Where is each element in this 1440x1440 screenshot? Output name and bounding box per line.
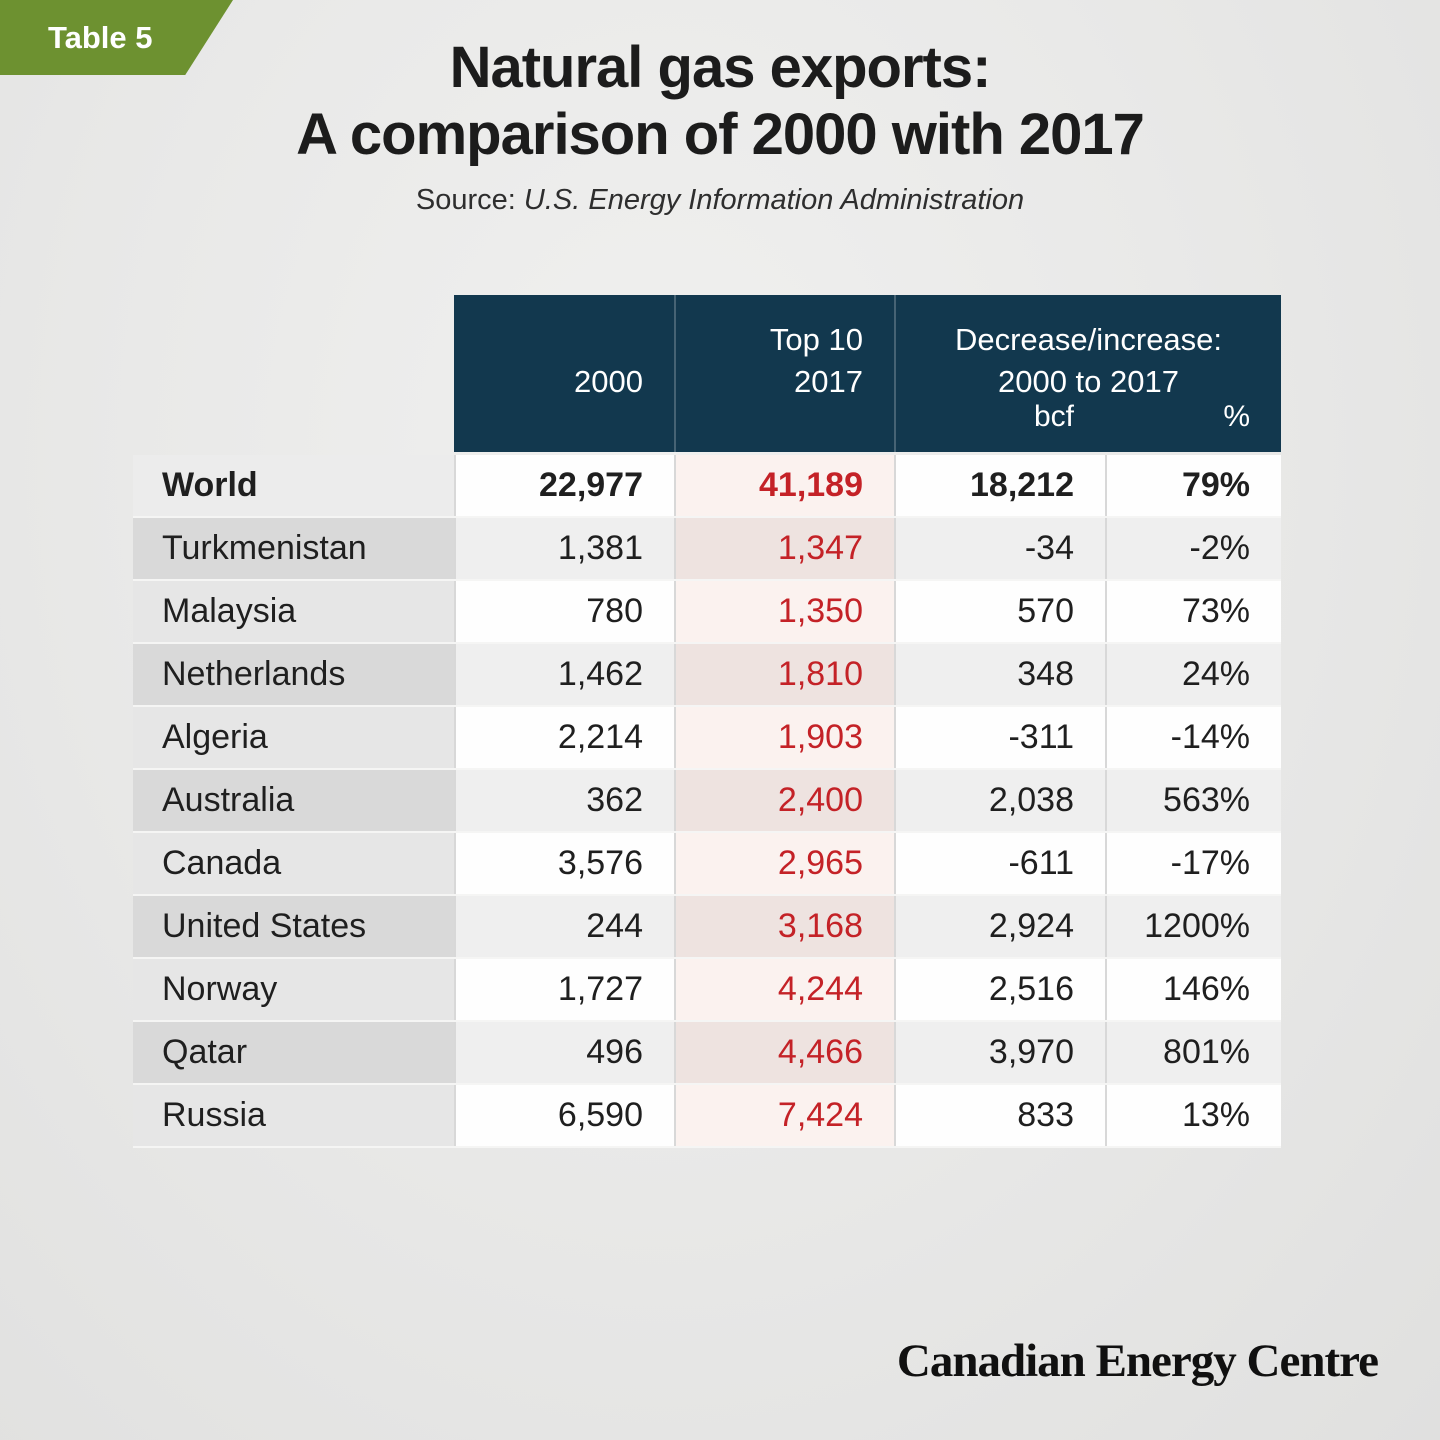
cell-change-bcf: 3,970 xyxy=(894,1022,1105,1083)
header-country-spacer xyxy=(133,295,454,452)
table-row: Australia 362 2,400 2,038 563% xyxy=(133,770,1281,833)
table-number-label: Table 5 xyxy=(48,19,153,55)
cell-change-pct: 801% xyxy=(1105,1022,1281,1083)
cell-2000: 780 xyxy=(454,581,674,642)
table-row: Norway 1,727 4,244 2,516 146% xyxy=(133,959,1281,1022)
table-row: Qatar 496 4,466 3,970 801% xyxy=(133,1022,1281,1085)
cell-2000: 244 xyxy=(454,896,674,957)
table-row: World 22,977 41,189 18,212 79% xyxy=(133,455,1281,518)
cell-2017: 1,810 xyxy=(674,644,894,705)
cell-change-pct: 79% xyxy=(1105,455,1281,516)
cell-change-pct: 73% xyxy=(1105,581,1281,642)
row-country-name: Algeria xyxy=(133,707,454,768)
cell-change-pct: -17% xyxy=(1105,833,1281,894)
row-country-name: World xyxy=(133,455,454,516)
cell-2017: 41,189 xyxy=(674,455,894,516)
cell-change-pct: 146% xyxy=(1105,959,1281,1020)
header-2000: 2000 xyxy=(454,295,674,452)
cell-2000: 1,381 xyxy=(454,518,674,579)
source-name: U.S. Energy Information Administration xyxy=(523,184,1025,216)
table-header-row: 2000 Top 10 2017 Decrease/increase: 2000… xyxy=(133,295,1281,452)
cell-change-pct: 24% xyxy=(1105,644,1281,705)
header-top10-line1: Top 10 xyxy=(769,322,863,357)
cell-2000: 22,977 xyxy=(454,455,674,516)
cell-change-bcf: 2,516 xyxy=(894,959,1105,1020)
table-row: Canada 3,576 2,965 -611 -17% xyxy=(133,833,1281,896)
cell-change-bcf: -34 xyxy=(894,518,1105,579)
cell-2017: 2,400 xyxy=(674,770,894,831)
cell-2000: 496 xyxy=(454,1022,674,1083)
header-top10-line2: 2017 xyxy=(794,364,863,399)
header-decrease-increase: Decrease/increase: 2000 to 2017 bcf % xyxy=(894,295,1281,452)
cell-change-pct: 563% xyxy=(1105,770,1281,831)
cell-2000: 6,590 xyxy=(454,1085,674,1146)
cell-2017: 4,244 xyxy=(674,959,894,1020)
cell-change-bcf: -311 xyxy=(894,707,1105,768)
cell-change-bcf: 2,038 xyxy=(894,770,1105,831)
header-top10-2017: Top 10 2017 xyxy=(674,295,894,452)
cell-change-bcf: -611 xyxy=(894,833,1105,894)
cell-change-bcf: 2,924 xyxy=(894,896,1105,957)
cell-2000: 362 xyxy=(454,770,674,831)
cell-2017: 1,903 xyxy=(674,707,894,768)
cell-2017: 4,466 xyxy=(674,1022,894,1083)
exports-table: 2000 Top 10 2017 Decrease/increase: 2000… xyxy=(133,295,1281,1148)
cell-2017: 7,424 xyxy=(674,1085,894,1146)
table-row: Malaysia 780 1,350 570 73% xyxy=(133,581,1281,644)
cell-change-pct: -14% xyxy=(1105,707,1281,768)
table-row: Turkmenistan 1,381 1,347 -34 -2% xyxy=(133,518,1281,581)
header-bcf-label: bcf xyxy=(1033,400,1074,433)
source-prefix: Source: xyxy=(415,184,516,216)
cell-change-pct: 1200% xyxy=(1105,896,1281,957)
header-subunits: bcf % xyxy=(896,396,1281,438)
row-country-name: United States xyxy=(133,896,454,957)
cell-2017: 1,350 xyxy=(674,581,894,642)
cell-2017: 1,347 xyxy=(674,518,894,579)
cell-change-bcf: 348 xyxy=(894,644,1105,705)
row-country-name: Malaysia xyxy=(133,581,454,642)
cell-2000: 3,576 xyxy=(454,833,674,894)
cell-change-pct: 13% xyxy=(1105,1085,1281,1146)
cell-change-bcf: 570 xyxy=(894,581,1105,642)
cell-2000: 1,727 xyxy=(454,959,674,1020)
row-country-name: Qatar xyxy=(133,1022,454,1083)
cell-2017: 3,168 xyxy=(674,896,894,957)
source-line: Source: U.S. Energy Information Administ… xyxy=(0,184,1440,217)
title-line-2: A comparison of 2000 with 2017 xyxy=(296,102,1145,167)
table-row: Russia 6,590 7,424 833 13% xyxy=(133,1085,1281,1148)
table-row: United States 244 3,168 2,924 1200% xyxy=(133,896,1281,959)
row-country-name: Canada xyxy=(133,833,454,894)
cell-2000: 2,214 xyxy=(454,707,674,768)
title-line-1: Natural gas exports: xyxy=(449,35,992,100)
row-country-name: Netherlands xyxy=(133,644,454,705)
table-number-badge: Table 5 xyxy=(0,0,233,75)
header-change-line1: Decrease/increase: xyxy=(954,322,1223,357)
cell-2017: 2,965 xyxy=(674,833,894,894)
row-country-name: Turkmenistan xyxy=(133,518,454,579)
cell-change-bcf: 18,212 xyxy=(894,455,1105,516)
cell-change-pct: -2% xyxy=(1105,518,1281,579)
cell-2000: 1,462 xyxy=(454,644,674,705)
page-title: Natural gas exports: A comparison of 200… xyxy=(0,34,1440,168)
table-row: Netherlands 1,462 1,810 348 24% xyxy=(133,644,1281,707)
table-row: Algeria 2,214 1,903 -311 -14% xyxy=(133,707,1281,770)
canadian-energy-centre-logo: Canadian Energy Centre xyxy=(896,1335,1379,1387)
row-country-name: Norway xyxy=(133,959,454,1020)
cell-change-bcf: 833 xyxy=(894,1085,1105,1146)
header-change-line2: 2000 to 2017 xyxy=(997,364,1179,399)
row-country-name: Russia xyxy=(133,1085,454,1146)
row-country-name: Australia xyxy=(133,770,454,831)
table-body: World 22,977 41,189 18,212 79% Turkmenistan 1,… xyxy=(133,455,1281,1148)
header-percent-label: % xyxy=(1223,400,1250,433)
